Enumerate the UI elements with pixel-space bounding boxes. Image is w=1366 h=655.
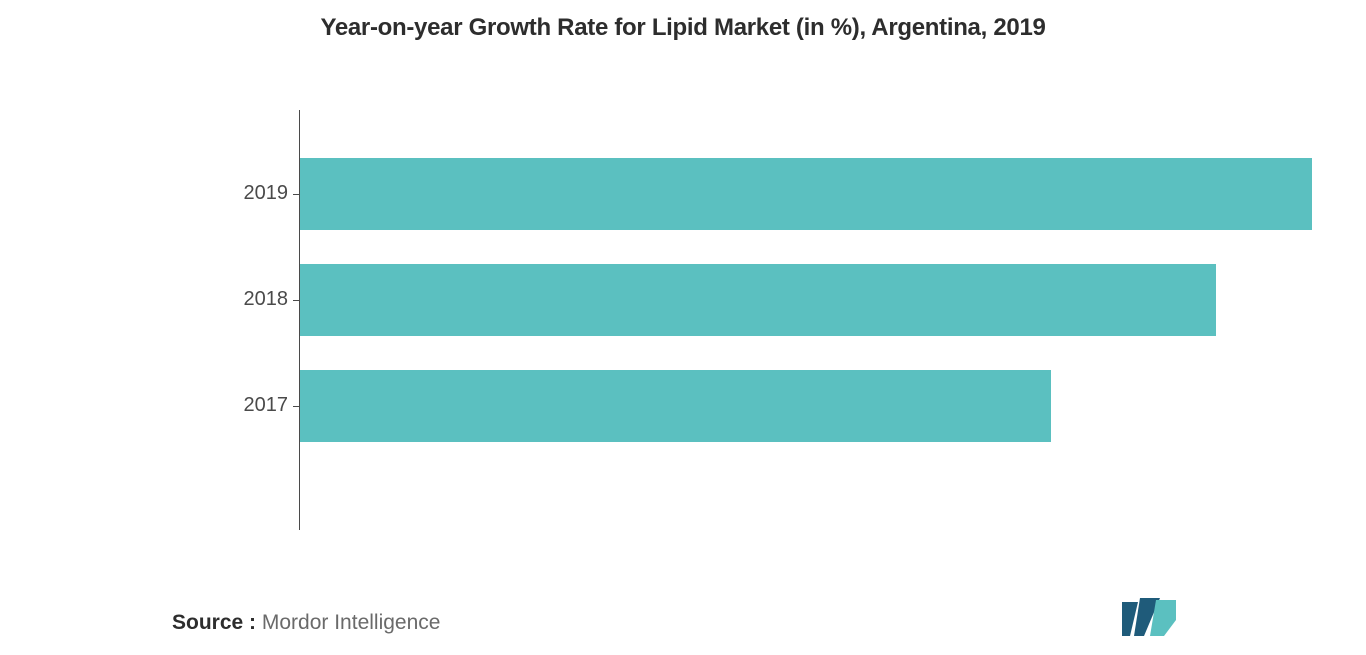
bar xyxy=(300,370,1051,442)
y-axis-label: 2018 xyxy=(228,288,288,311)
chart-container: Year-on-year Growth Rate for Lipid Marke… xyxy=(0,0,1366,655)
y-axis-label: 2019 xyxy=(228,182,288,205)
source-caption: Source : Mordor Intelligence xyxy=(172,611,440,635)
brand-logo-icon xyxy=(1120,598,1176,641)
source-value: Mordor Intelligence xyxy=(256,611,440,634)
y-axis-tick xyxy=(293,300,300,301)
bar xyxy=(300,264,1216,336)
source-label: Source : xyxy=(172,611,256,634)
bar xyxy=(300,158,1312,230)
y-axis-tick xyxy=(293,194,300,195)
y-axis-label: 2017 xyxy=(228,394,288,417)
y-axis-tick xyxy=(293,406,300,407)
chart-title: Year-on-year Growth Rate for Lipid Marke… xyxy=(0,14,1366,42)
plot-area: 201920182017 xyxy=(300,110,1312,540)
